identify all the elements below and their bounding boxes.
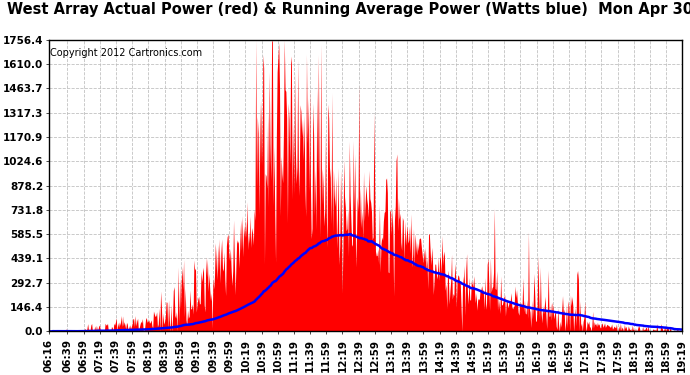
Text: West Array Actual Power (red) & Running Average Power (Watts blue)  Mon Apr 30 1: West Array Actual Power (red) & Running … — [7, 2, 690, 17]
Text: Copyright 2012 Cartronics.com: Copyright 2012 Cartronics.com — [50, 48, 202, 58]
